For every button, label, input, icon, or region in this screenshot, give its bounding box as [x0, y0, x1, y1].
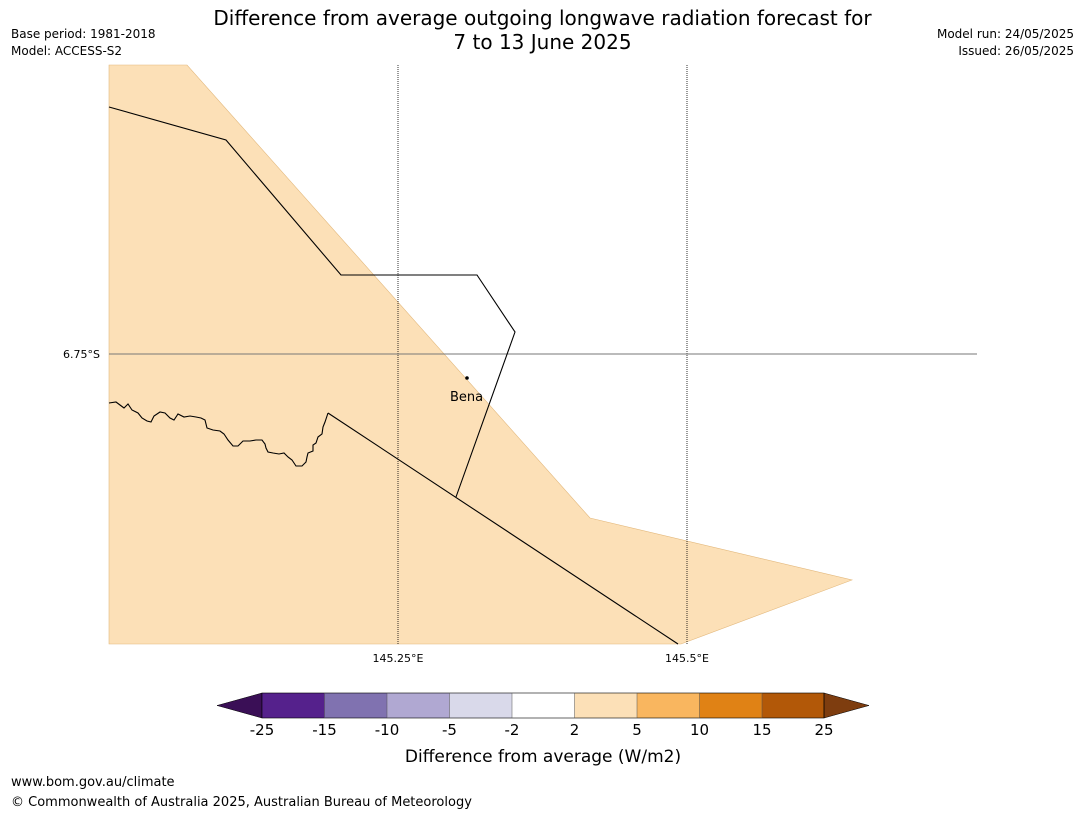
town-marker [465, 376, 469, 380]
colorbar-bin-6 [574, 693, 637, 718]
model-name: Model: ACCESS-S2 [11, 44, 123, 58]
colorbar-tick-label: 5 [632, 721, 642, 739]
district-boundary-south [327, 412, 679, 645]
colorbar-tick-label: 2 [570, 721, 580, 739]
colorbar: -25 -15 -10 -5 -2 2 5 10 15 25 Differenc… [216, 692, 870, 767]
issued-date: Issued: 26/05/2025 [958, 44, 1074, 58]
colorbar-bin-2 [324, 693, 387, 718]
colorbar-frame [261, 692, 825, 719]
title-line-1: Difference from average outgoing longwav… [213, 6, 872, 30]
colorbar-tick-label: -5 [442, 721, 457, 739]
base-period: Base period: 1981-2018 [11, 27, 156, 41]
right-metadata: Model run: 24/05/2025 Issued: 26/05/2025 [937, 26, 1074, 60]
left-metadata: Base period: 1981-2018 Model: ACCESS-S2 [11, 26, 156, 60]
colorbar-tick-label: -2 [505, 721, 520, 739]
colorbar-tick-label: -10 [375, 721, 400, 739]
colorbar-bin-3 [387, 693, 450, 718]
footer-url: www.bom.gov.au/climate [11, 775, 175, 790]
district-boundary-north [108, 106, 516, 498]
colorbar-low-extension [216, 692, 263, 719]
colorbar-bin-9 [762, 693, 824, 718]
colorbar-tick-label: -15 [312, 721, 337, 739]
town-label: Bena [450, 390, 483, 405]
colorbar-bin-7 [637, 693, 700, 718]
longitude-label-2: 145.5°E [665, 652, 709, 665]
colorbar-title: Difference from average (W/m2) [405, 747, 681, 767]
colorbar-bin-5 [512, 693, 575, 718]
colorbar-bin-8 [699, 693, 762, 718]
longitude-label-1: 145.25°E [373, 652, 424, 665]
model-run: Model run: 24/05/2025 [936, 27, 1074, 41]
colorbar-tick-label: 10 [690, 721, 709, 739]
colorbar-high-extension [823, 692, 870, 719]
river-boundary [108, 401, 329, 467]
colorbar-tick-label: 15 [752, 721, 771, 739]
anomaly-shaded-region [108, 64, 854, 645]
title-line-2: 7 to 13 June 2025 [453, 30, 632, 54]
colorbar-bin-1 [262, 693, 325, 718]
latitude-label: 6.75°S [63, 348, 100, 361]
colorbar-bin-4 [449, 693, 512, 718]
footer-copyright: © Commonwealth of Australia 2025, Austra… [11, 795, 472, 810]
colorbar-tick-label: 25 [814, 721, 833, 739]
colorbar-tick-label: -25 [250, 721, 275, 739]
map-title: Difference from average outgoing longwav… [0, 6, 1085, 54]
